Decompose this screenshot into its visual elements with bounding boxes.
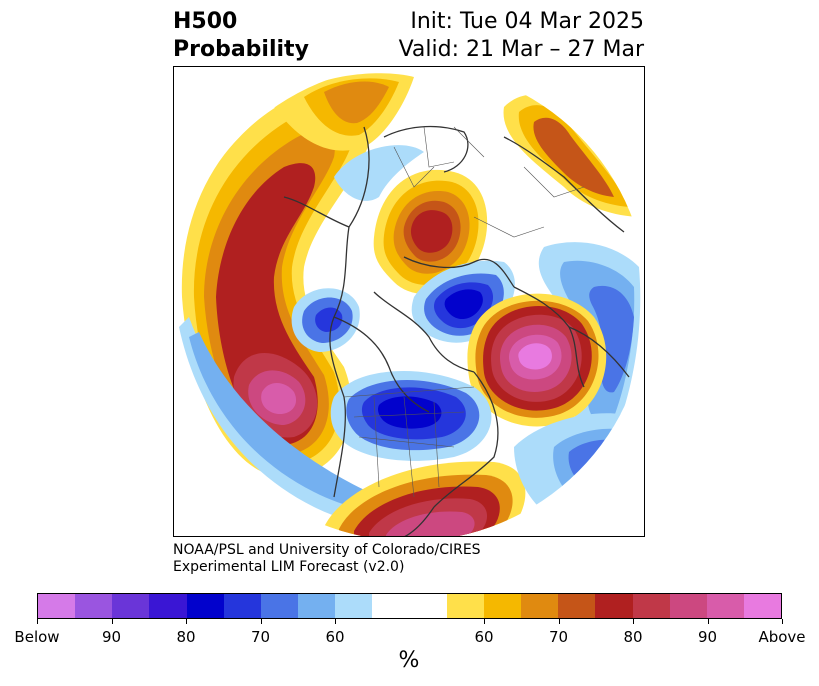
colorbar-swatch: [632, 594, 670, 618]
probability-map: [173, 66, 645, 537]
canada-cold-anomaly: [291, 288, 360, 352]
init-date: Init: Tue 04 Mar 2025: [410, 9, 644, 34]
colorbar-tick-label: 60: [474, 628, 494, 646]
colorbar: [37, 593, 782, 619]
colorbar-tickmark: [260, 619, 262, 624]
coastlines: [283, 125, 630, 536]
colorbar-tickmark: [484, 619, 485, 624]
colorbar-swatch: [38, 594, 76, 618]
gulf-warm-anomaly: [324, 461, 526, 536]
colorbar-tick-label: 80: [176, 628, 196, 646]
colorbar-tick-label: 80: [623, 628, 643, 646]
colorbar-tick-label: 70: [250, 628, 271, 646]
forecast-dates: Init: Tue 04 Mar 2025 Valid: 21 Mar – 27…: [399, 8, 644, 64]
colorbar-tickmark: [186, 619, 187, 624]
colorbar-swatch: [409, 594, 447, 618]
credit-line1: NOAA/PSL and University of Colorado/CIRE…: [173, 542, 481, 558]
colorbar-tickmark: [37, 619, 38, 624]
colorbar-tick-label: Above: [758, 628, 806, 646]
colorbar-swatch: [743, 594, 782, 618]
colorbar-swatch: [75, 594, 113, 618]
colorbar-swatch: [521, 594, 559, 618]
colorbar-tickmark: [782, 619, 783, 624]
colorbar-tick-label: Below: [14, 628, 60, 646]
credit-text: NOAA/PSL and University of Colorado/CIRE…: [173, 542, 481, 576]
colorbar-swatch: [335, 594, 373, 618]
credit-line2: Experimental LIM Forecast (v2.0): [173, 559, 405, 575]
europe-warm-anomaly: [274, 73, 414, 151]
map-title: H500 Probability: [173, 8, 309, 64]
colorbar-tickmark: [633, 619, 634, 624]
colorbar-swatch: [595, 594, 633, 618]
colorbar-tick-label: 90: [697, 628, 718, 646]
colorbar-swatch: [372, 594, 410, 618]
valid-date: Valid: 21 Mar – 27 Mar: [398, 37, 644, 62]
colorbar-tickmark: [111, 619, 113, 624]
colorbar-swatch: [260, 594, 299, 618]
colorbar-unit: %: [398, 648, 420, 673]
colorbar-swatch: [298, 594, 336, 618]
us-cold-anomaly: [330, 370, 492, 461]
colorbar-tickmark: [335, 619, 336, 624]
colorbar-swatch: [223, 594, 261, 618]
colorbar-tick-label: 70: [548, 628, 569, 646]
colorbar-tickmark: [558, 619, 560, 624]
colorbar-swatch: [669, 594, 707, 618]
arctic-cold-anomaly: [334, 145, 515, 343]
atlantic-warm-anomaly: [467, 293, 607, 427]
arctic-warm-anomaly: [373, 169, 488, 294]
colorbar-swatch: [558, 594, 596, 618]
colorbar-swatch: [483, 594, 522, 618]
political-borders: [343, 126, 585, 498]
title-line1: H500: [173, 9, 238, 34]
map-canvas: [174, 67, 644, 536]
colorbar-swatch: [186, 594, 224, 618]
pacific-warm-anomaly: [181, 87, 374, 477]
title-line2: Probability: [173, 37, 309, 62]
colorbar-swatch: [149, 594, 187, 618]
colorbar-tickmark: [707, 619, 709, 624]
colorbar-swatch: [446, 594, 484, 618]
siberia-warm-anomaly: [503, 94, 644, 217]
colorbar-swatch: [112, 594, 150, 618]
colorbar-swatch: [706, 594, 744, 618]
colorbar-tick-label: 60: [325, 628, 345, 646]
colorbar-tick-label: 90: [101, 628, 122, 646]
